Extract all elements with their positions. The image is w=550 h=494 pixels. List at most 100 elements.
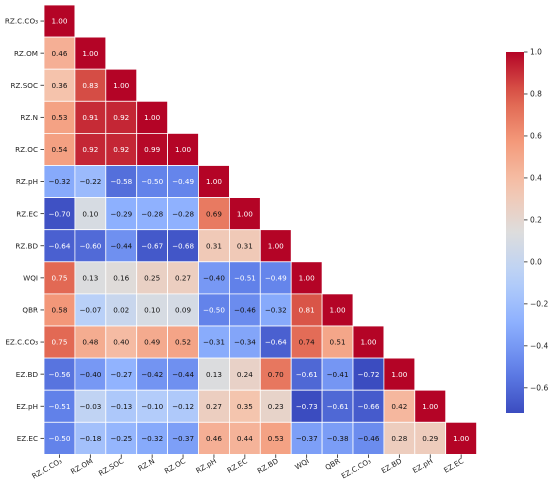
heatmap-cell-8-5: [198, 261, 230, 295]
cell-value-label-3-2: 0.92: [113, 113, 129, 122]
heatmap-cell-11-1: [74, 357, 107, 391]
row-label-0: RZ.C.CO₃: [5, 17, 38, 26]
heatmap-cell-5-1: [74, 165, 107, 198]
heatmap-cell-5-3: [136, 165, 168, 198]
cell-value-label-7-1: −0.60: [79, 241, 101, 250]
row-label-4: RZ.OC: [15, 145, 38, 154]
cell-value-label-13-6: 0.44: [237, 434, 253, 443]
heatmap-cell-9-2: [105, 293, 138, 327]
cell-value-label-2-0: 0.36: [51, 81, 67, 90]
heatmap-cell-11-2: [105, 357, 138, 391]
heatmap-cell-10-0: [43, 325, 76, 359]
heatmap-cell-9-7: [259, 293, 292, 327]
heatmap-grid: 1.00 0.46 1.00 0.36 0.83 1.00 0.53 0.91 0.92 1.00…: [43, 4, 478, 455]
cell-value-label-5-3: −0.50: [141, 177, 163, 186]
cell-value-label-12-7: 0.23: [268, 402, 284, 411]
cell-value-label-12-9: −0.61: [327, 402, 349, 411]
column-label-3: RZ.N: [136, 456, 156, 473]
heatmap-cell-9-5: [198, 293, 230, 327]
row-label-5: RZ.pH: [16, 177, 38, 186]
cell-value-label-9-9: 1.00: [330, 306, 346, 315]
heatmap-cell-10-8: [290, 325, 323, 359]
cell-value-label-9-2: 0.02: [113, 306, 129, 315]
cell-value-label-9-3: 0.10: [144, 306, 160, 315]
heatmap-cell-11-10: [352, 357, 385, 391]
cell-value-label-8-3: 0.25: [144, 273, 160, 282]
heatmap-cell-13-10: [352, 421, 385, 455]
cell-value-label-5-0: −0.32: [48, 177, 70, 186]
cell-value-label-13-11: 0.28: [391, 434, 407, 443]
heatmap-cell-10-3: [136, 325, 168, 359]
cell-value-label-8-2: 0.16: [113, 273, 129, 282]
cell-value-label-7-6: 0.31: [237, 241, 253, 250]
heatmap-cell-7-0: [43, 229, 76, 263]
heatmap-cell-10-10: [352, 325, 385, 359]
column-label-10: EZ.C.CO₃: [340, 456, 373, 480]
heatmap-cell-3-1: [74, 100, 107, 134]
cell-value-label-6-1: 0.10: [82, 209, 98, 218]
cell-value-label-12-3: −0.10: [141, 402, 163, 411]
colorbar-tick-label-6: −0.2: [530, 300, 548, 309]
heatmap-cell-5-2: [105, 165, 138, 198]
cell-value-label-10-5: −0.31: [203, 338, 225, 347]
cell-value-label-10-0: 0.75: [51, 338, 67, 347]
heatmap-cell-13-6: [228, 421, 261, 455]
cell-value-label-12-4: −0.12: [172, 402, 194, 411]
colorbar-tick-label-8: −0.6: [530, 384, 548, 393]
cell-value-label-12-5: 0.27: [206, 402, 222, 411]
column-label-5: RZ.pH: [194, 456, 218, 475]
cell-value-label-6-5: 0.69: [206, 209, 222, 218]
colorbar: 1.0 0.8 0.6 0.4 0.2 0.0 −0.2 −0.4 −0.6: [506, 48, 548, 413]
heatmap-cell-9-8: [290, 293, 323, 327]
cell-value-label-13-4: −0.37: [172, 434, 194, 443]
cell-value-label-8-5: −0.40: [203, 273, 225, 282]
cell-value-label-8-4: 0.27: [175, 273, 191, 282]
heatmap-cell-7-2: [105, 229, 138, 263]
heatmap-cell-12-2: [105, 389, 138, 423]
cell-value-label-13-13: 1.00: [453, 434, 469, 443]
colorbar-gradient: [506, 52, 524, 413]
heatmap-cell-11-6: [228, 357, 261, 391]
column-label-0: RZ.C.CO₃: [30, 456, 63, 480]
cell-value-label-10-8: 0.74: [299, 338, 315, 347]
cell-value-label-13-5: 0.46: [206, 434, 222, 443]
column-label-12: EZ.pH: [411, 456, 434, 475]
cell-value-label-11-8: −0.61: [296, 370, 318, 379]
heatmap-cell-12-0: [43, 389, 76, 423]
heatmap-cell-9-9: [321, 293, 354, 327]
cell-value-label-2-1: 0.83: [82, 81, 98, 90]
cell-value-label-5-1: −0.22: [79, 177, 101, 186]
heatmap-cell-6-1: [74, 197, 107, 231]
cell-value-label-9-1: −0.07: [79, 306, 101, 315]
heatmap-cell-11-9: [321, 357, 354, 391]
row-label-3: RZ.N: [20, 113, 38, 122]
cell-value-label-13-7: 0.53: [268, 434, 284, 443]
cell-value-label-13-10: −0.46: [357, 434, 379, 443]
heatmap-cell-9-3: [136, 293, 168, 327]
cell-value-label-5-4: −0.49: [172, 177, 194, 186]
row-label-9: QBR: [22, 306, 38, 315]
row-label-12: EZ.pH: [16, 402, 38, 411]
heatmap-cell-6-5: [198, 197, 230, 231]
cell-value-label-9-4: 0.09: [175, 306, 191, 315]
cell-value-label-10-7: −0.64: [265, 338, 287, 347]
cell-value-label-11-1: −0.40: [79, 370, 101, 379]
heatmap-cell-6-6: [228, 197, 261, 231]
cell-value-label-13-2: −0.25: [110, 434, 132, 443]
cell-value-label-9-8: 0.81: [299, 306, 315, 315]
colorbar-tick-label-7: −0.4: [530, 342, 548, 351]
cell-value-label-9-0: 0.58: [51, 306, 67, 315]
cell-value-label-3-1: 0.91: [82, 113, 98, 122]
cell-value-label-8-7: −0.49: [265, 273, 287, 282]
heatmap-cell-8-8: [290, 261, 323, 295]
row-label-11: EZ.BD: [16, 370, 39, 379]
cell-value-label-11-0: −0.56: [48, 370, 70, 379]
cell-value-label-8-6: −0.51: [234, 273, 256, 282]
heatmap-cell-12-9: [321, 389, 354, 423]
heatmap-cell-12-10: [352, 389, 385, 423]
cell-value-label-3-0: 0.53: [51, 113, 67, 122]
cell-value-label-11-3: −0.42: [141, 370, 163, 379]
cell-value-label-12-8: −0.73: [296, 402, 318, 411]
heatmap-cell-11-0: [43, 357, 76, 391]
